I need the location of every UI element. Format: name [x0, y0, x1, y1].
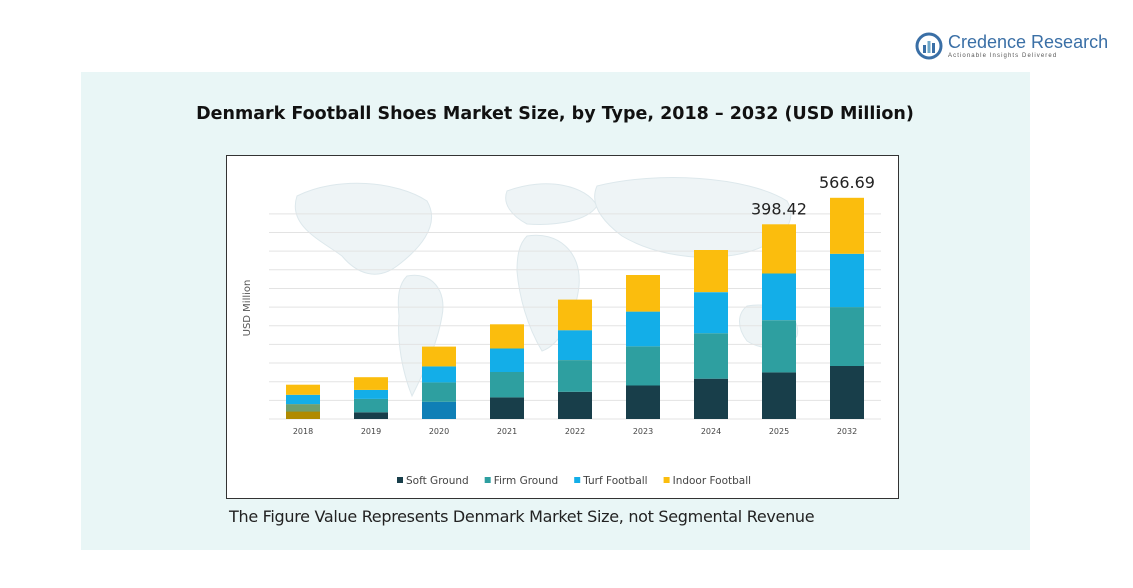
legend-label: Turf Football	[582, 475, 647, 487]
bar-segment-2025-indoor-football	[762, 224, 796, 274]
bar-segment-2021-soft-ground	[490, 397, 524, 419]
bars	[286, 197, 864, 419]
bar-segment-2024-turf-football	[694, 292, 728, 334]
bar-segment-2021-turf-football	[490, 348, 524, 372]
x-tick-label: 2024	[701, 427, 721, 436]
bar-segment-2020-soft-ground	[422, 401, 456, 419]
bar-segment-2019-soft-ground	[354, 412, 388, 419]
legend-label: Soft Ground	[406, 475, 469, 487]
x-axis-labels: 2018 2019 2020 2021 2022 2023 2024 2025 2032	[293, 427, 857, 436]
legend-item-turf-football: Turf Football	[574, 475, 648, 487]
bar-segment-2021-indoor-football	[490, 324, 524, 349]
bar-segment-2020-firm-ground	[422, 382, 456, 402]
bar-segment-2024-indoor-football	[694, 250, 728, 293]
brand-name: Credence Research	[948, 32, 1109, 52]
legend-swatch	[397, 477, 403, 483]
brand-logo: Credence Research Actionable Insights De…	[915, 30, 1109, 62]
bar-segment-2025-turf-football	[762, 273, 796, 321]
bar-segment-2024-firm-ground	[694, 333, 728, 379]
legend-swatch	[484, 477, 491, 483]
legend-swatch	[663, 477, 670, 483]
x-tick-label: 2018	[293, 427, 313, 436]
bar-segment-2018-soft-ground	[286, 411, 320, 419]
bar-segment-2019-indoor-football	[354, 377, 388, 390]
bar-segment-2025-firm-ground	[762, 320, 796, 373]
bar-segment-2018-firm-ground	[286, 404, 320, 412]
x-tick-label: 2032	[837, 427, 857, 436]
chart-title: Denmark Football Shoes Market Size, by T…	[196, 104, 914, 124]
bar-segment-2032-soft-ground	[830, 366, 864, 419]
x-tick-label: 2023	[633, 427, 653, 436]
bar-segment-2022-firm-ground	[558, 360, 592, 392]
y-axis-label: USD Million	[242, 280, 253, 337]
bar-segment-2019-turf-football	[354, 389, 388, 399]
legend-item-indoor-football: Indoor Football	[663, 475, 751, 487]
x-tick-label: 2025	[769, 427, 789, 436]
legend: Soft Ground Firm Ground Turf Football Indoo…	[397, 475, 751, 487]
legend-item-firm-ground: Firm Ground	[484, 475, 559, 487]
footnote: The Figure Value Represents Denmark Mark…	[229, 507, 815, 526]
stacked-bar-chart: 2018 2019 2020 2021 2022 2023 2024 2025 2032 398…	[242, 173, 881, 487]
bar-segment-2022-indoor-football	[558, 299, 592, 331]
data-labels: 398.42 566.69	[751, 173, 875, 218]
bar-segment-2021-firm-ground	[490, 372, 524, 398]
data-label-2025: 398.42	[751, 199, 807, 218]
credence-logo-icon	[915, 32, 943, 60]
bar-segment-2032-indoor-football	[830, 197, 864, 254]
bar-segment-2022-turf-football	[558, 330, 592, 360]
legend-item-soft-ground: Soft Ground	[397, 475, 469, 487]
chart-area: 2018 2019 2020 2021 2022 2023 2024 2025 2032 398…	[226, 155, 899, 499]
bar-segment-2019-firm-ground	[354, 398, 388, 413]
bar-segment-2025-soft-ground	[762, 372, 796, 419]
data-label-2032: 566.69	[819, 173, 875, 192]
bar-segment-2032-turf-football	[830, 253, 864, 308]
bar-segment-2018-indoor-football	[286, 384, 320, 395]
x-tick-label: 2022	[565, 427, 585, 436]
bar-segment-2023-firm-ground	[626, 346, 660, 386]
bar-segment-2022-soft-ground	[558, 391, 592, 419]
bar-segment-2020-turf-football	[422, 366, 456, 383]
bar-segment-2018-turf-football	[286, 394, 320, 405]
bar-segment-2024-soft-ground	[694, 378, 728, 419]
bar-segment-2032-firm-ground	[830, 307, 864, 366]
legend-swatch	[574, 477, 581, 483]
x-tick-label: 2019	[361, 427, 381, 436]
bar-segment-2020-indoor-football	[422, 346, 456, 367]
bar-segment-2023-turf-football	[626, 311, 660, 347]
brand-tagline: Actionable Insights Delivered	[948, 53, 1058, 59]
legend-label: Indoor Football	[673, 475, 751, 487]
bar-segment-2023-indoor-football	[626, 275, 660, 312]
x-tick-label: 2020	[429, 427, 449, 436]
x-tick-label: 2021	[497, 427, 517, 436]
bar-segment-2023-soft-ground	[626, 385, 660, 419]
legend-label: Firm Ground	[494, 475, 559, 487]
